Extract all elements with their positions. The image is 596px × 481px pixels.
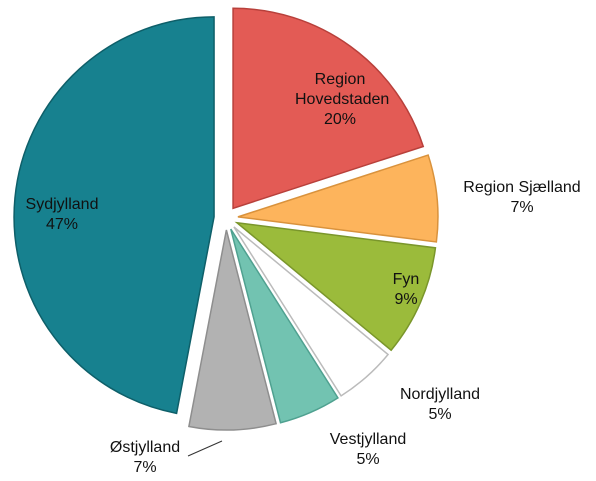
slice-label: Region Sjælland 7% bbox=[447, 178, 596, 218]
leader-line bbox=[187, 440, 223, 457]
slice-percent: 47% bbox=[45, 216, 79, 233]
pie-slice bbox=[232, 7, 425, 210]
pie-slice bbox=[233, 226, 390, 397]
slice-label: Vestjylland 5% bbox=[293, 430, 443, 470]
slice-percent: 5% bbox=[356, 451, 380, 468]
slice-name: Vestjylland bbox=[329, 431, 407, 448]
slice-label: Fyn 9% bbox=[331, 270, 481, 310]
pie-slice bbox=[188, 229, 278, 431]
slice-name: Sydjylland bbox=[25, 196, 99, 213]
slice-name: Region Sjælland bbox=[463, 179, 581, 196]
slice-name: Fyn bbox=[392, 271, 420, 288]
slice-name: Region Hovedstaden bbox=[295, 71, 390, 108]
slice-percent: 9% bbox=[394, 291, 418, 308]
slice-name: Østjylland bbox=[109, 439, 181, 456]
slice-percent: 7% bbox=[510, 199, 534, 216]
slice-percent: 5% bbox=[428, 406, 452, 423]
slice-name: Nordjylland bbox=[399, 386, 481, 403]
pie-slice bbox=[234, 221, 437, 352]
slice-label: Region Hovedstaden 20% bbox=[265, 70, 415, 130]
slice-percent: 7% bbox=[133, 459, 157, 476]
slice-label: Nordjylland 5% bbox=[365, 385, 515, 425]
pie-slice bbox=[13, 16, 215, 415]
slice-percent: 20% bbox=[323, 111, 357, 128]
slice-label: Sydjylland 47% bbox=[0, 195, 137, 235]
pie-slice bbox=[237, 154, 439, 243]
slice-label: Østjylland 7% bbox=[70, 438, 220, 478]
pie-slice bbox=[230, 228, 339, 424]
